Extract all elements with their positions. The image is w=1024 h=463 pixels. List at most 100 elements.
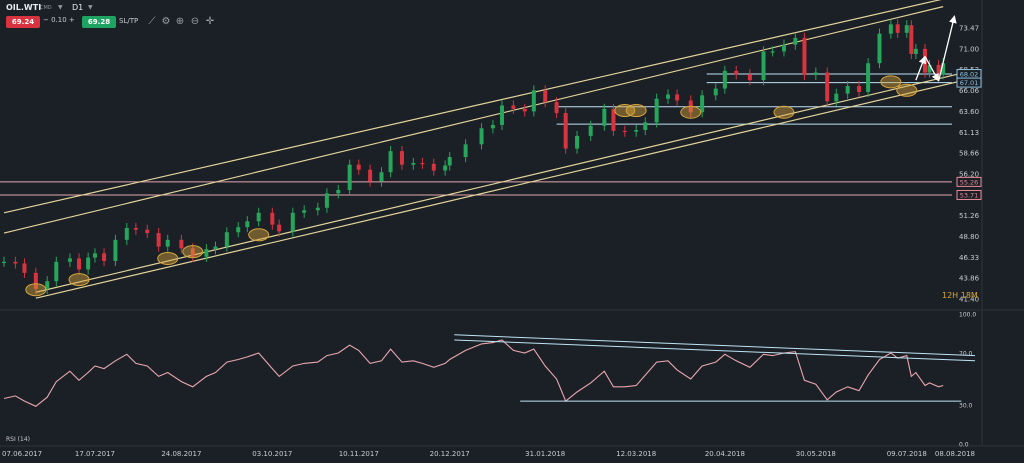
candle[interactable] [857,86,862,92]
candle[interactable] [102,253,107,261]
projection-arrow[interactable] [915,55,927,81]
candle[interactable] [290,212,295,232]
candle[interactable] [643,122,648,130]
highlight-marker[interactable] [880,75,902,89]
candle[interactable] [877,33,882,64]
candle[interactable] [213,246,218,250]
candle[interactable] [356,164,361,170]
candle[interactable] [124,228,129,240]
candle[interactable] [256,212,261,222]
channel-line[interactable] [35,78,969,299]
candle[interactable] [347,164,352,190]
candle[interactable] [33,272,38,289]
candle[interactable] [388,151,393,173]
candle[interactable] [156,233,161,247]
candle[interactable] [936,64,941,75]
timeframe-selector[interactable]: D1 [72,3,84,12]
candle[interactable] [165,239,170,247]
candle[interactable] [490,124,495,129]
candle[interactable] [336,189,341,194]
candle[interactable] [2,261,6,264]
candle[interactable] [634,129,639,132]
candle[interactable] [888,24,893,34]
candle[interactable] [813,72,818,76]
candle[interactable] [379,172,384,182]
sell-price-button[interactable]: 69.24 [6,16,40,28]
candle[interactable] [204,249,209,257]
candle[interactable] [575,135,580,149]
channel-line[interactable] [3,6,944,234]
candle[interactable] [224,232,229,247]
candle[interactable] [734,70,739,75]
candle[interactable] [761,51,766,81]
candle[interactable] [302,210,307,213]
highlight-marker[interactable] [625,104,647,118]
rsi-trend-line[interactable] [454,334,976,357]
candle[interactable] [431,163,436,171]
highlight-marker[interactable] [614,104,636,118]
candle[interactable] [511,105,516,109]
candle[interactable] [895,24,900,33]
zoom-out-icon[interactable]: ⊖ [190,16,200,27]
highlight-marker[interactable] [157,251,179,265]
candle[interactable] [463,144,468,158]
candle[interactable] [315,207,320,211]
candle[interactable] [92,253,97,258]
highlight-marker[interactable] [680,105,702,119]
candle[interactable] [270,212,275,225]
candle[interactable] [554,102,559,114]
zoom-in-icon[interactable]: ⊕ [175,16,185,27]
rsi-trend-line[interactable] [454,339,976,362]
line-chart-icon[interactable]: ⟋ [148,16,156,27]
candle[interactable] [113,239,118,261]
candle[interactable] [913,48,918,54]
candle[interactable] [145,229,150,234]
candle[interactable] [236,227,241,233]
candle[interactable] [45,281,50,289]
highlight-marker[interactable] [25,283,47,297]
candle[interactable] [713,88,718,96]
rsi-line[interactable] [3,339,944,407]
highlight-marker[interactable] [182,245,204,259]
candle[interactable] [447,157,452,166]
candle[interactable] [563,113,568,149]
candle[interactable] [133,228,138,230]
highlight-marker[interactable] [68,273,90,287]
candle[interactable] [420,162,425,165]
candle[interactable] [770,51,775,53]
candle[interactable] [67,258,72,262]
candle[interactable] [747,74,752,81]
candle[interactable] [479,128,484,145]
candle[interactable] [245,221,250,228]
candle[interactable] [179,239,184,249]
candle[interactable] [611,108,616,131]
candle[interactable] [700,95,705,113]
candle[interactable] [54,261,59,282]
candle[interactable] [411,162,416,165]
candle[interactable] [834,93,839,102]
candle[interactable] [781,44,786,52]
rsi-indicator-label[interactable]: RSI (14) [6,436,30,443]
candle[interactable] [825,72,830,102]
candle[interactable] [602,108,607,126]
candle[interactable] [531,90,536,112]
candle[interactable] [368,169,373,182]
symbol-dropdown-icon[interactable]: ▼ [58,4,63,11]
candle[interactable] [399,151,404,165]
candle[interactable] [324,193,329,208]
candle[interactable] [909,25,914,54]
settings-icon[interactable]: ⚙ [161,16,171,27]
candle[interactable] [588,125,593,136]
candle[interactable] [802,37,807,76]
channel-line[interactable] [3,0,943,214]
candle[interactable] [622,130,627,133]
symbol-name[interactable]: OIL.WTI [6,3,42,12]
highlight-marker[interactable] [248,228,270,242]
candle[interactable] [277,224,282,232]
candle[interactable] [190,248,195,257]
projection-arrow[interactable] [937,15,957,82]
candle[interactable] [793,37,798,45]
candle[interactable] [904,25,909,33]
candle[interactable] [77,258,82,270]
